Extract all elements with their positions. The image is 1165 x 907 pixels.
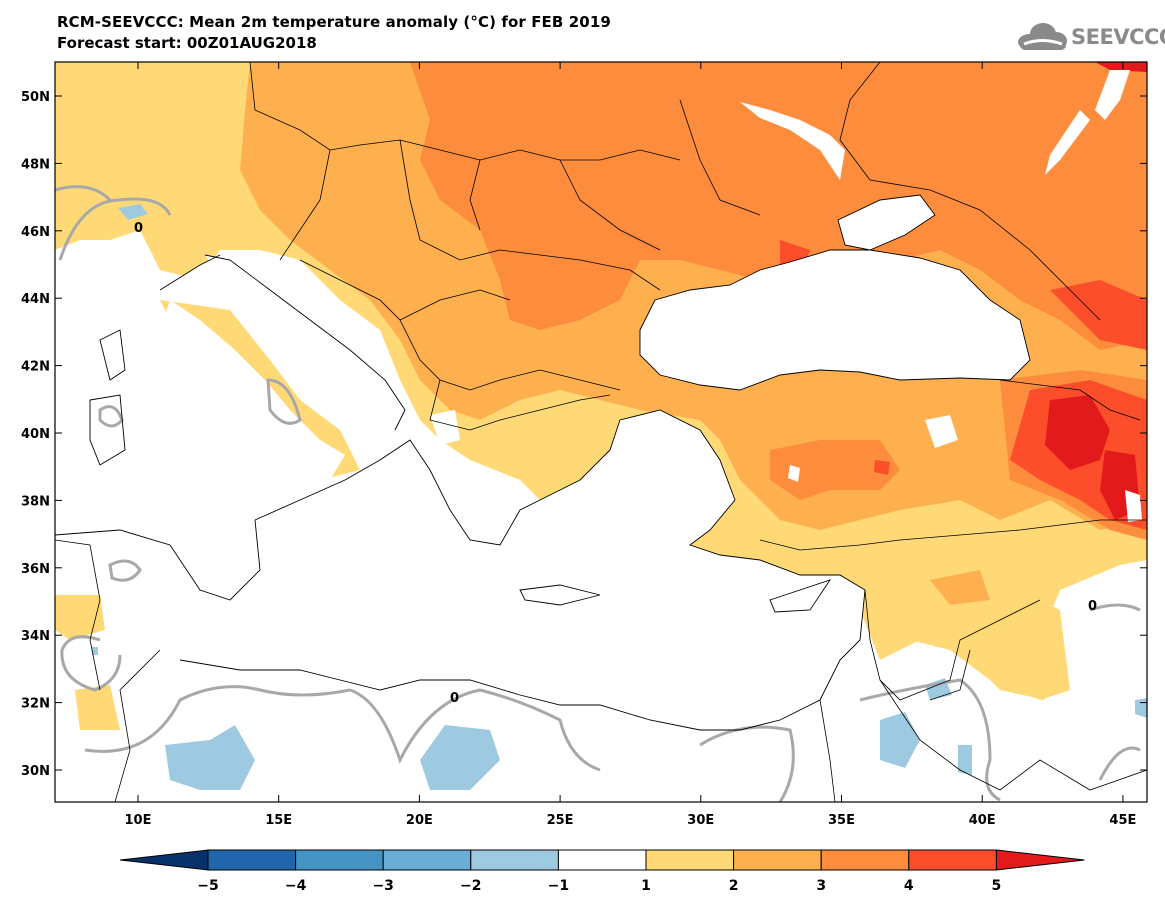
contour-label-zero-2: 0	[450, 691, 459, 706]
lon-label: 35E	[828, 813, 855, 828]
lat-label: 30N	[21, 764, 50, 779]
lon-label: 40E	[969, 813, 996, 828]
lon-label: 25E	[547, 813, 574, 828]
anomaly-area-gt5	[1045, 395, 1110, 470]
contour-label-zero: 0	[134, 221, 143, 236]
logo-text: SEEVCCC	[1071, 25, 1165, 49]
lat-label: 34N	[21, 629, 50, 644]
lat-label: 44N	[21, 292, 50, 307]
colorbar: −5 −4 −3 −2 −1 1 2 3 4 5	[119, 849, 1085, 894]
coastlines	[55, 194, 1031, 731]
colorbar-segment	[470, 849, 559, 871]
lon-label: 10E	[125, 813, 152, 828]
colorbar-tick-label: 3	[816, 878, 826, 894]
lat-label: 48N	[21, 157, 50, 172]
colorbar-tick-label: 4	[904, 878, 914, 894]
map-title: RCM-SEEVCCC: Mean 2m temperature anomaly…	[57, 13, 611, 31]
contour-label-zero-3: 0	[1088, 599, 1097, 614]
colorbar-segment	[557, 849, 647, 871]
lon-label: 20E	[406, 813, 433, 828]
lat-label: 42N	[21, 360, 50, 375]
colorbar-tick-label: 2	[729, 878, 739, 894]
seas	[55, 70, 1130, 802]
lat-label: 50N	[21, 90, 50, 105]
lat-label: 46N	[21, 225, 50, 240]
seevccc-logo: SEEVCCC	[1016, 22, 1165, 52]
colorbar-tick-label: 5	[992, 878, 1002, 894]
colorbar-segment	[645, 849, 735, 871]
colorbar-segment	[207, 849, 297, 871]
colorbar-tick-label: −1	[548, 878, 569, 894]
near-zero-holes	[430, 410, 1142, 522]
forecast-start-label: Forecast start: 00Z01AUG2018	[57, 34, 317, 52]
colorbar-segment	[382, 849, 472, 871]
map-frame	[54, 61, 1148, 803]
cloud-icon	[1018, 23, 1067, 50]
colorbar-tick-label: 1	[641, 878, 651, 894]
anomaly-field: 0 0 0	[55, 62, 1147, 802]
lon-label: 45E	[1109, 813, 1136, 828]
lon-label: 30E	[687, 813, 714, 828]
colorbar-tick-label: −5	[197, 878, 218, 894]
country-borders	[55, 62, 1147, 802]
colorbar-arrow-right	[995, 849, 1085, 871]
lat-label: 36N	[21, 562, 50, 577]
colorbar-tick-label: −4	[285, 878, 307, 894]
longitude-axis: 10E 15E 20E 25E 30E 35E 40E 45E	[125, 62, 1136, 828]
colorbar-segment	[820, 849, 910, 871]
lat-label: 32N	[21, 697, 50, 712]
lon-label: 15E	[265, 813, 292, 828]
colorbar-tick-label: −3	[372, 878, 393, 894]
lat-label: 38N	[21, 494, 50, 509]
colorbar-segment	[733, 849, 822, 871]
zero-contours	[55, 185, 1141, 802]
lat-label: 40N	[21, 427, 50, 442]
colorbar-tick-label: −2	[460, 878, 481, 894]
colorbar-segment	[908, 849, 997, 871]
latitude-axis: 50N 48N 46N 44N 42N 40N 38N 36N 34N 32N 30N	[21, 90, 1147, 779]
colorbar-segment	[295, 849, 384, 871]
colorbar-arrow-left	[119, 849, 209, 871]
anomaly-area-3-4	[410, 62, 1147, 350]
